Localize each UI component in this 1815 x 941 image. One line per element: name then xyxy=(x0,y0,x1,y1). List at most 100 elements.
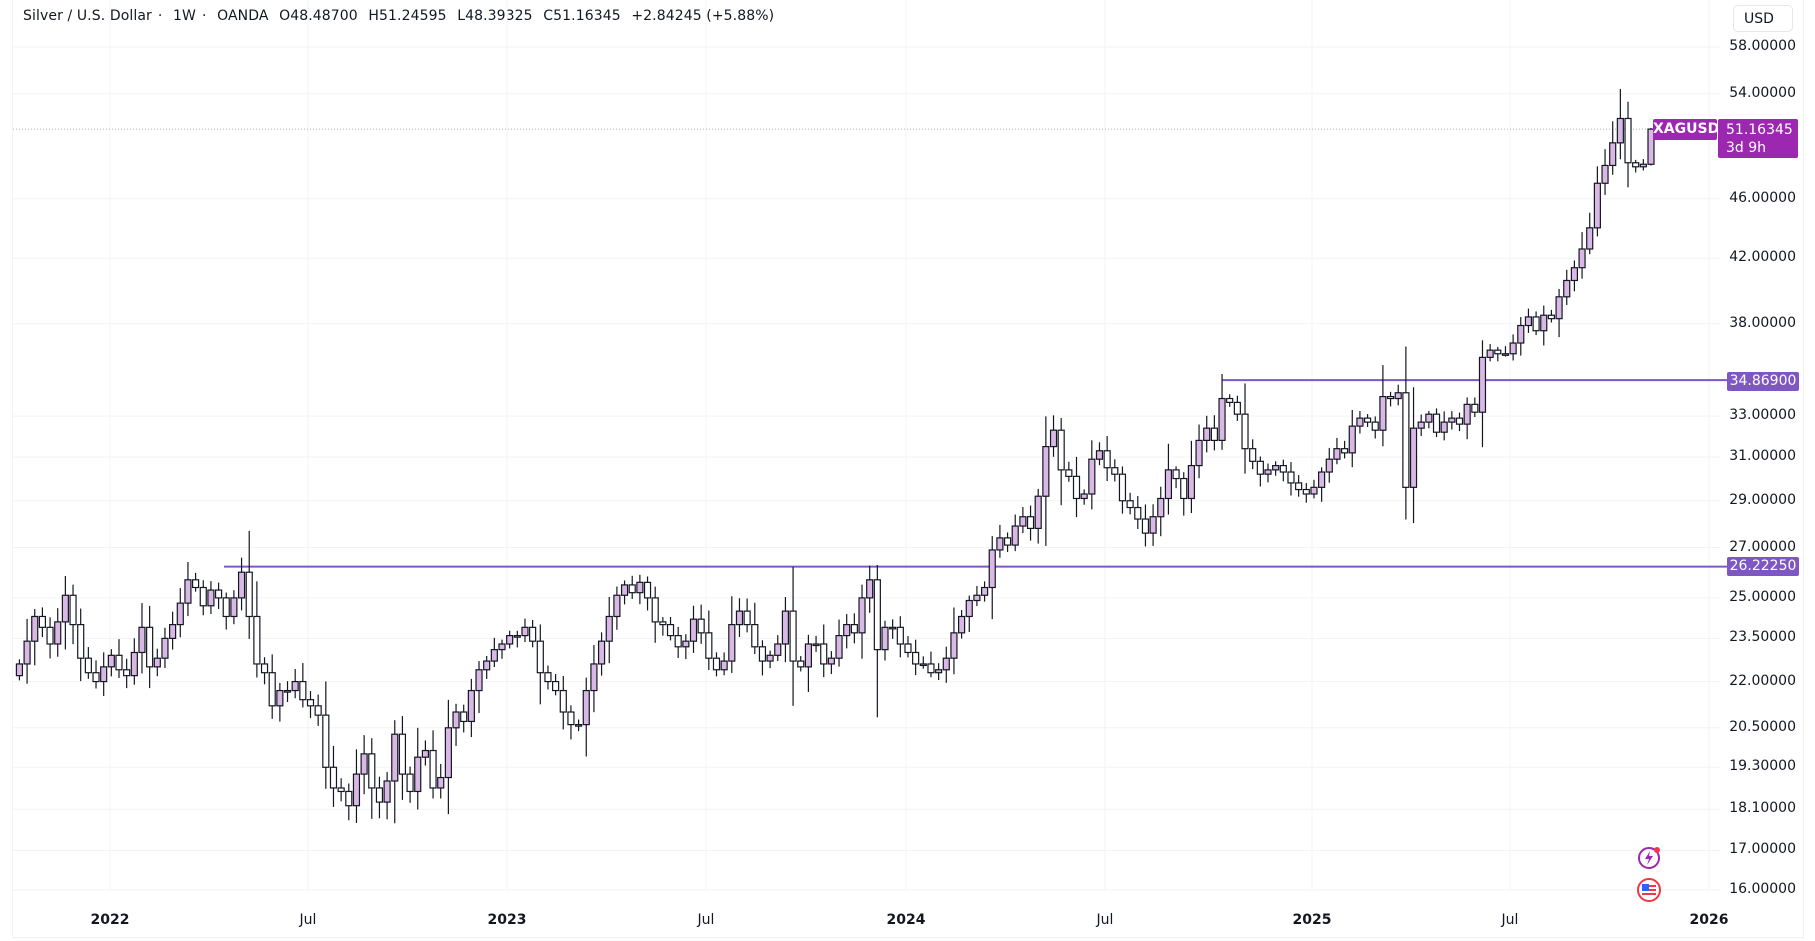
candle-up xyxy=(283,689,292,693)
candle-up xyxy=(1647,128,1655,165)
symbol-name[interactable]: Silver / U.S. Dollar xyxy=(23,8,152,24)
candle-down xyxy=(77,624,85,659)
candle-up xyxy=(1555,296,1563,320)
candle-down xyxy=(1241,413,1249,450)
candle-down xyxy=(1494,349,1502,355)
candle-up xyxy=(230,597,238,618)
candle-down xyxy=(1340,448,1349,454)
candle-down xyxy=(1057,429,1065,471)
candle-down xyxy=(1402,392,1410,488)
candle-down xyxy=(1118,473,1127,502)
candle-up xyxy=(1164,469,1173,500)
lightning-alert-icon[interactable] xyxy=(1636,845,1662,871)
candle-down xyxy=(1226,397,1234,404)
candle-down xyxy=(1141,518,1150,534)
price-tick-label: 33.00000 xyxy=(1729,407,1796,424)
price-tick-label: 46.00000 xyxy=(1729,189,1796,206)
candle-down xyxy=(192,579,200,589)
candle-up xyxy=(521,626,529,637)
candle-down xyxy=(1134,506,1142,520)
candle-down xyxy=(529,626,537,642)
candle-down xyxy=(666,624,675,637)
candle-up xyxy=(1601,164,1609,184)
candle-down xyxy=(1295,482,1303,491)
candle-up xyxy=(605,615,613,642)
candle-down xyxy=(659,621,667,626)
candle-down xyxy=(337,787,345,793)
candle-up xyxy=(735,610,744,626)
candle-down xyxy=(697,618,705,634)
candle-up xyxy=(414,756,422,793)
candle-up xyxy=(506,635,514,645)
candle-up xyxy=(1425,413,1433,423)
candle-down xyxy=(1065,469,1073,477)
candle-up xyxy=(1049,429,1058,448)
candle-down xyxy=(1111,467,1119,475)
candle-up xyxy=(475,669,483,692)
candle-up xyxy=(483,660,491,671)
candle-up xyxy=(421,749,429,758)
candle-up xyxy=(574,724,583,727)
candle-up xyxy=(1042,446,1050,497)
candle-up xyxy=(720,660,728,671)
candle-up xyxy=(1011,525,1019,546)
candle-up xyxy=(1264,469,1272,475)
level-tag-lower-label: 26.22250 xyxy=(1729,558,1797,574)
candle-up xyxy=(360,753,368,775)
candle-up xyxy=(881,626,889,651)
candle-up xyxy=(1203,427,1211,441)
candle-up xyxy=(352,773,361,807)
bar-countdown: 3d 9h xyxy=(1726,140,1767,156)
candle-up xyxy=(935,669,943,674)
candle-up xyxy=(1080,493,1088,500)
price-tick-label: 58.00000 xyxy=(1729,38,1796,54)
candle-down xyxy=(1233,401,1241,415)
candle-up xyxy=(513,635,521,638)
candle-up xyxy=(452,711,460,729)
legend-separator: · xyxy=(157,8,163,24)
candle-down xyxy=(927,663,935,674)
interval[interactable]: 1W xyxy=(173,8,196,24)
price-tick-label: 18.10000 xyxy=(1729,800,1796,817)
us-flag-icon[interactable] xyxy=(1636,877,1662,903)
candle-up xyxy=(1218,397,1226,441)
chart-legend: Silver / U.S. Dollar · 1W · OANDA O48.4870… xyxy=(23,8,780,24)
symbol-tag-label: XAGUSD xyxy=(1653,121,1720,137)
candle-down xyxy=(222,597,230,618)
level-tag-lower: 26.22250 xyxy=(1727,557,1799,576)
candle-down xyxy=(1432,413,1441,433)
candle-up xyxy=(15,663,24,677)
candle-up xyxy=(23,640,31,665)
candle-up xyxy=(843,624,851,637)
candle-up xyxy=(1616,117,1624,144)
candle-down xyxy=(850,624,858,634)
currency-button[interactable]: USD xyxy=(1733,5,1793,32)
candle-down xyxy=(368,753,376,789)
candle-up xyxy=(980,586,989,596)
candle-up xyxy=(1563,279,1571,298)
candle-down xyxy=(345,790,353,807)
price-tick-label: 23.50000 xyxy=(1729,629,1796,646)
candle-down xyxy=(306,699,315,707)
candle-up xyxy=(107,654,115,668)
candle-up xyxy=(184,579,192,604)
candle-up xyxy=(1448,417,1456,423)
candle-up xyxy=(1440,421,1448,433)
candle-down xyxy=(69,594,77,626)
candle-up xyxy=(1517,324,1525,344)
candle-up xyxy=(1095,450,1104,460)
symbol-tag: XAGUSD xyxy=(1653,119,1720,140)
chart-frame xyxy=(12,0,1804,938)
candle-up xyxy=(919,663,927,667)
candle-up xyxy=(383,780,391,803)
candle-up xyxy=(942,657,950,671)
candle-up xyxy=(1586,227,1594,250)
exchange: OANDA xyxy=(217,8,269,24)
candle-up xyxy=(1272,464,1280,471)
candle-up xyxy=(689,618,698,642)
candle-down xyxy=(643,581,652,599)
legend-separator: · xyxy=(201,8,207,24)
candle-up xyxy=(889,626,897,630)
candle-down xyxy=(146,626,154,668)
